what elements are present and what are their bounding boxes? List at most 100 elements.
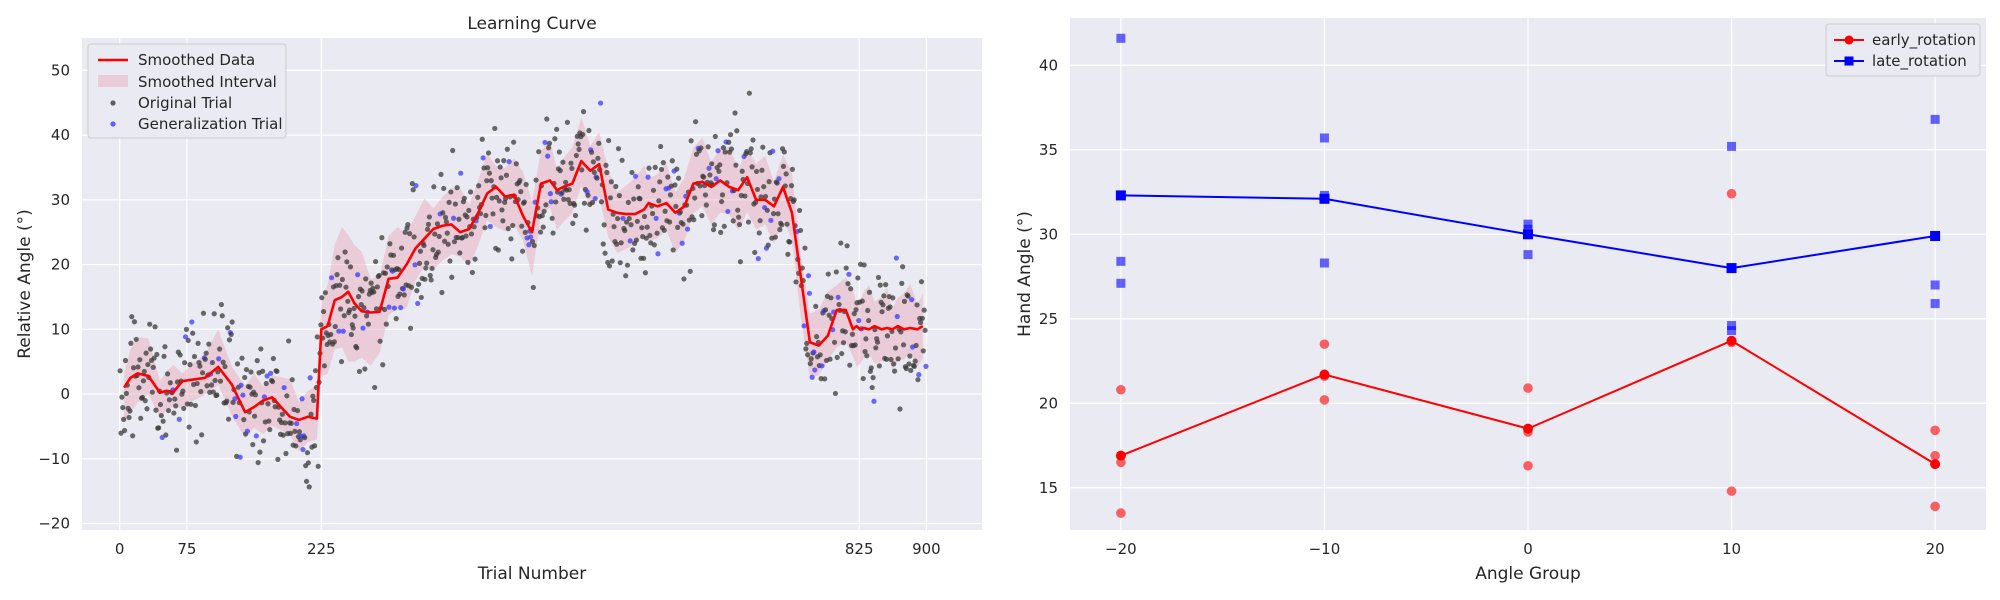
original-trial-point: [907, 353, 913, 359]
original-trial-point: [777, 227, 783, 233]
late_rotation-mean-marker: [1523, 229, 1533, 240]
original-trial-point: [166, 397, 173, 403]
original-trial-point: [672, 182, 678, 188]
original-trial-point: [243, 366, 250, 373]
original-trial-point: [152, 324, 158, 330]
original-trial-point: [279, 411, 285, 417]
original-trial-point: [803, 346, 809, 352]
original-trial-point: [407, 325, 414, 331]
original-trial-point: [519, 223, 525, 229]
original-trial-point: [359, 288, 365, 294]
original-trial-point: [397, 291, 403, 297]
legend-box-hand-angle: [1825, 23, 1981, 77]
generalization-trial-point: [713, 176, 719, 182]
generalization-trial-point: [725, 208, 731, 215]
original-trial-point: [646, 165, 652, 171]
original-trial-point: [536, 149, 542, 155]
original-trial-point: [628, 222, 634, 228]
original-trial-point: [832, 390, 839, 397]
original-trial-point: [604, 169, 610, 176]
original-trial-point: [117, 368, 123, 374]
original-trial-point: [749, 164, 755, 170]
original-trial-point: [293, 443, 299, 449]
original-trial-point: [416, 260, 423, 266]
original-trial-point: [757, 218, 763, 224]
generalization-trial-point: [770, 148, 776, 154]
original-trial-point: [468, 231, 475, 237]
original-trial-point: [719, 192, 726, 198]
rotation-points: [1116, 33, 1940, 518]
y-tick-label: 35: [1039, 141, 1058, 159]
original-trial-point: [172, 396, 178, 402]
original-trial-point: [185, 337, 191, 344]
original-trial-point: [680, 221, 686, 227]
original-trial-point: [601, 222, 607, 228]
original-trial-point: [454, 185, 460, 191]
late_rotation-point: [1116, 278, 1126, 288]
generalization-trial-point: [232, 396, 238, 402]
original-trial-point: [217, 378, 224, 384]
original-trial-point: [654, 230, 660, 236]
original-trial-point: [354, 345, 360, 351]
original-trial-point: [181, 405, 187, 412]
original-trial-point: [838, 240, 844, 246]
original-trial-point: [471, 224, 477, 230]
original-trial-point: [150, 364, 156, 370]
original-trial-point: [131, 319, 138, 325]
original-trial-point: [443, 219, 449, 225]
original-trial-point: [133, 336, 139, 343]
original-trial-point: [147, 321, 153, 327]
generalization-trial-point: [653, 215, 659, 221]
legend-swatch-generalization-trial: [110, 121, 116, 127]
original-trial-point: [573, 152, 579, 159]
original-trial-point: [141, 368, 147, 375]
original-trial-point: [501, 158, 507, 164]
generalization-trial-point: [261, 394, 268, 400]
original-trial-point: [199, 432, 205, 438]
original-trial-point: [712, 133, 718, 140]
x-tick-label: 20: [1926, 540, 1945, 558]
original-trial-point: [343, 284, 349, 290]
original-trial-point: [129, 314, 135, 320]
original-trial-point: [158, 412, 164, 419]
original-trial-point: [883, 356, 890, 362]
original-trial-point: [498, 175, 504, 181]
original-trial-point: [702, 192, 709, 198]
generalization-trial-point: [216, 356, 222, 362]
original-trial-point: [479, 136, 485, 142]
original-trial-point: [840, 340, 847, 346]
original-trial-point: [449, 274, 455, 280]
original-trial-point: [899, 280, 905, 286]
late_rotation-mean-marker: [1726, 263, 1737, 274]
original-trial-point: [876, 363, 882, 369]
original-trial-point: [537, 229, 544, 235]
original-trial-point: [657, 179, 663, 185]
y-tick-label: 50: [51, 61, 70, 79]
generalization-trial-point: [340, 328, 346, 334]
original-trial-point: [559, 190, 565, 196]
original-trial-point: [623, 273, 629, 279]
original-trial-point: [651, 242, 657, 248]
original-trial-point: [569, 165, 575, 172]
original-trial-point: [860, 375, 866, 382]
original-trial-point: [200, 310, 207, 316]
original-trial-point: [692, 195, 698, 201]
original-trial-point: [717, 162, 723, 168]
original-trial-point: [211, 311, 217, 317]
original-trial-point: [351, 305, 357, 312]
original-trial-point: [328, 331, 334, 338]
original-trial-point: [561, 196, 567, 202]
original-trial-point: [572, 212, 579, 219]
original-trial-point: [607, 195, 614, 201]
original-trial-point: [356, 368, 363, 375]
generalization-trial-point: [450, 215, 457, 221]
original-trial-point: [754, 186, 761, 193]
original-trial-point: [485, 165, 491, 171]
original-trial-point: [374, 284, 380, 290]
original-trial-point: [436, 233, 442, 240]
original-trial-point: [554, 126, 560, 132]
original-trial-point: [123, 390, 129, 397]
original-trial-point: [734, 128, 740, 134]
original-trial-point: [292, 428, 298, 434]
original-trial-point: [401, 292, 407, 298]
